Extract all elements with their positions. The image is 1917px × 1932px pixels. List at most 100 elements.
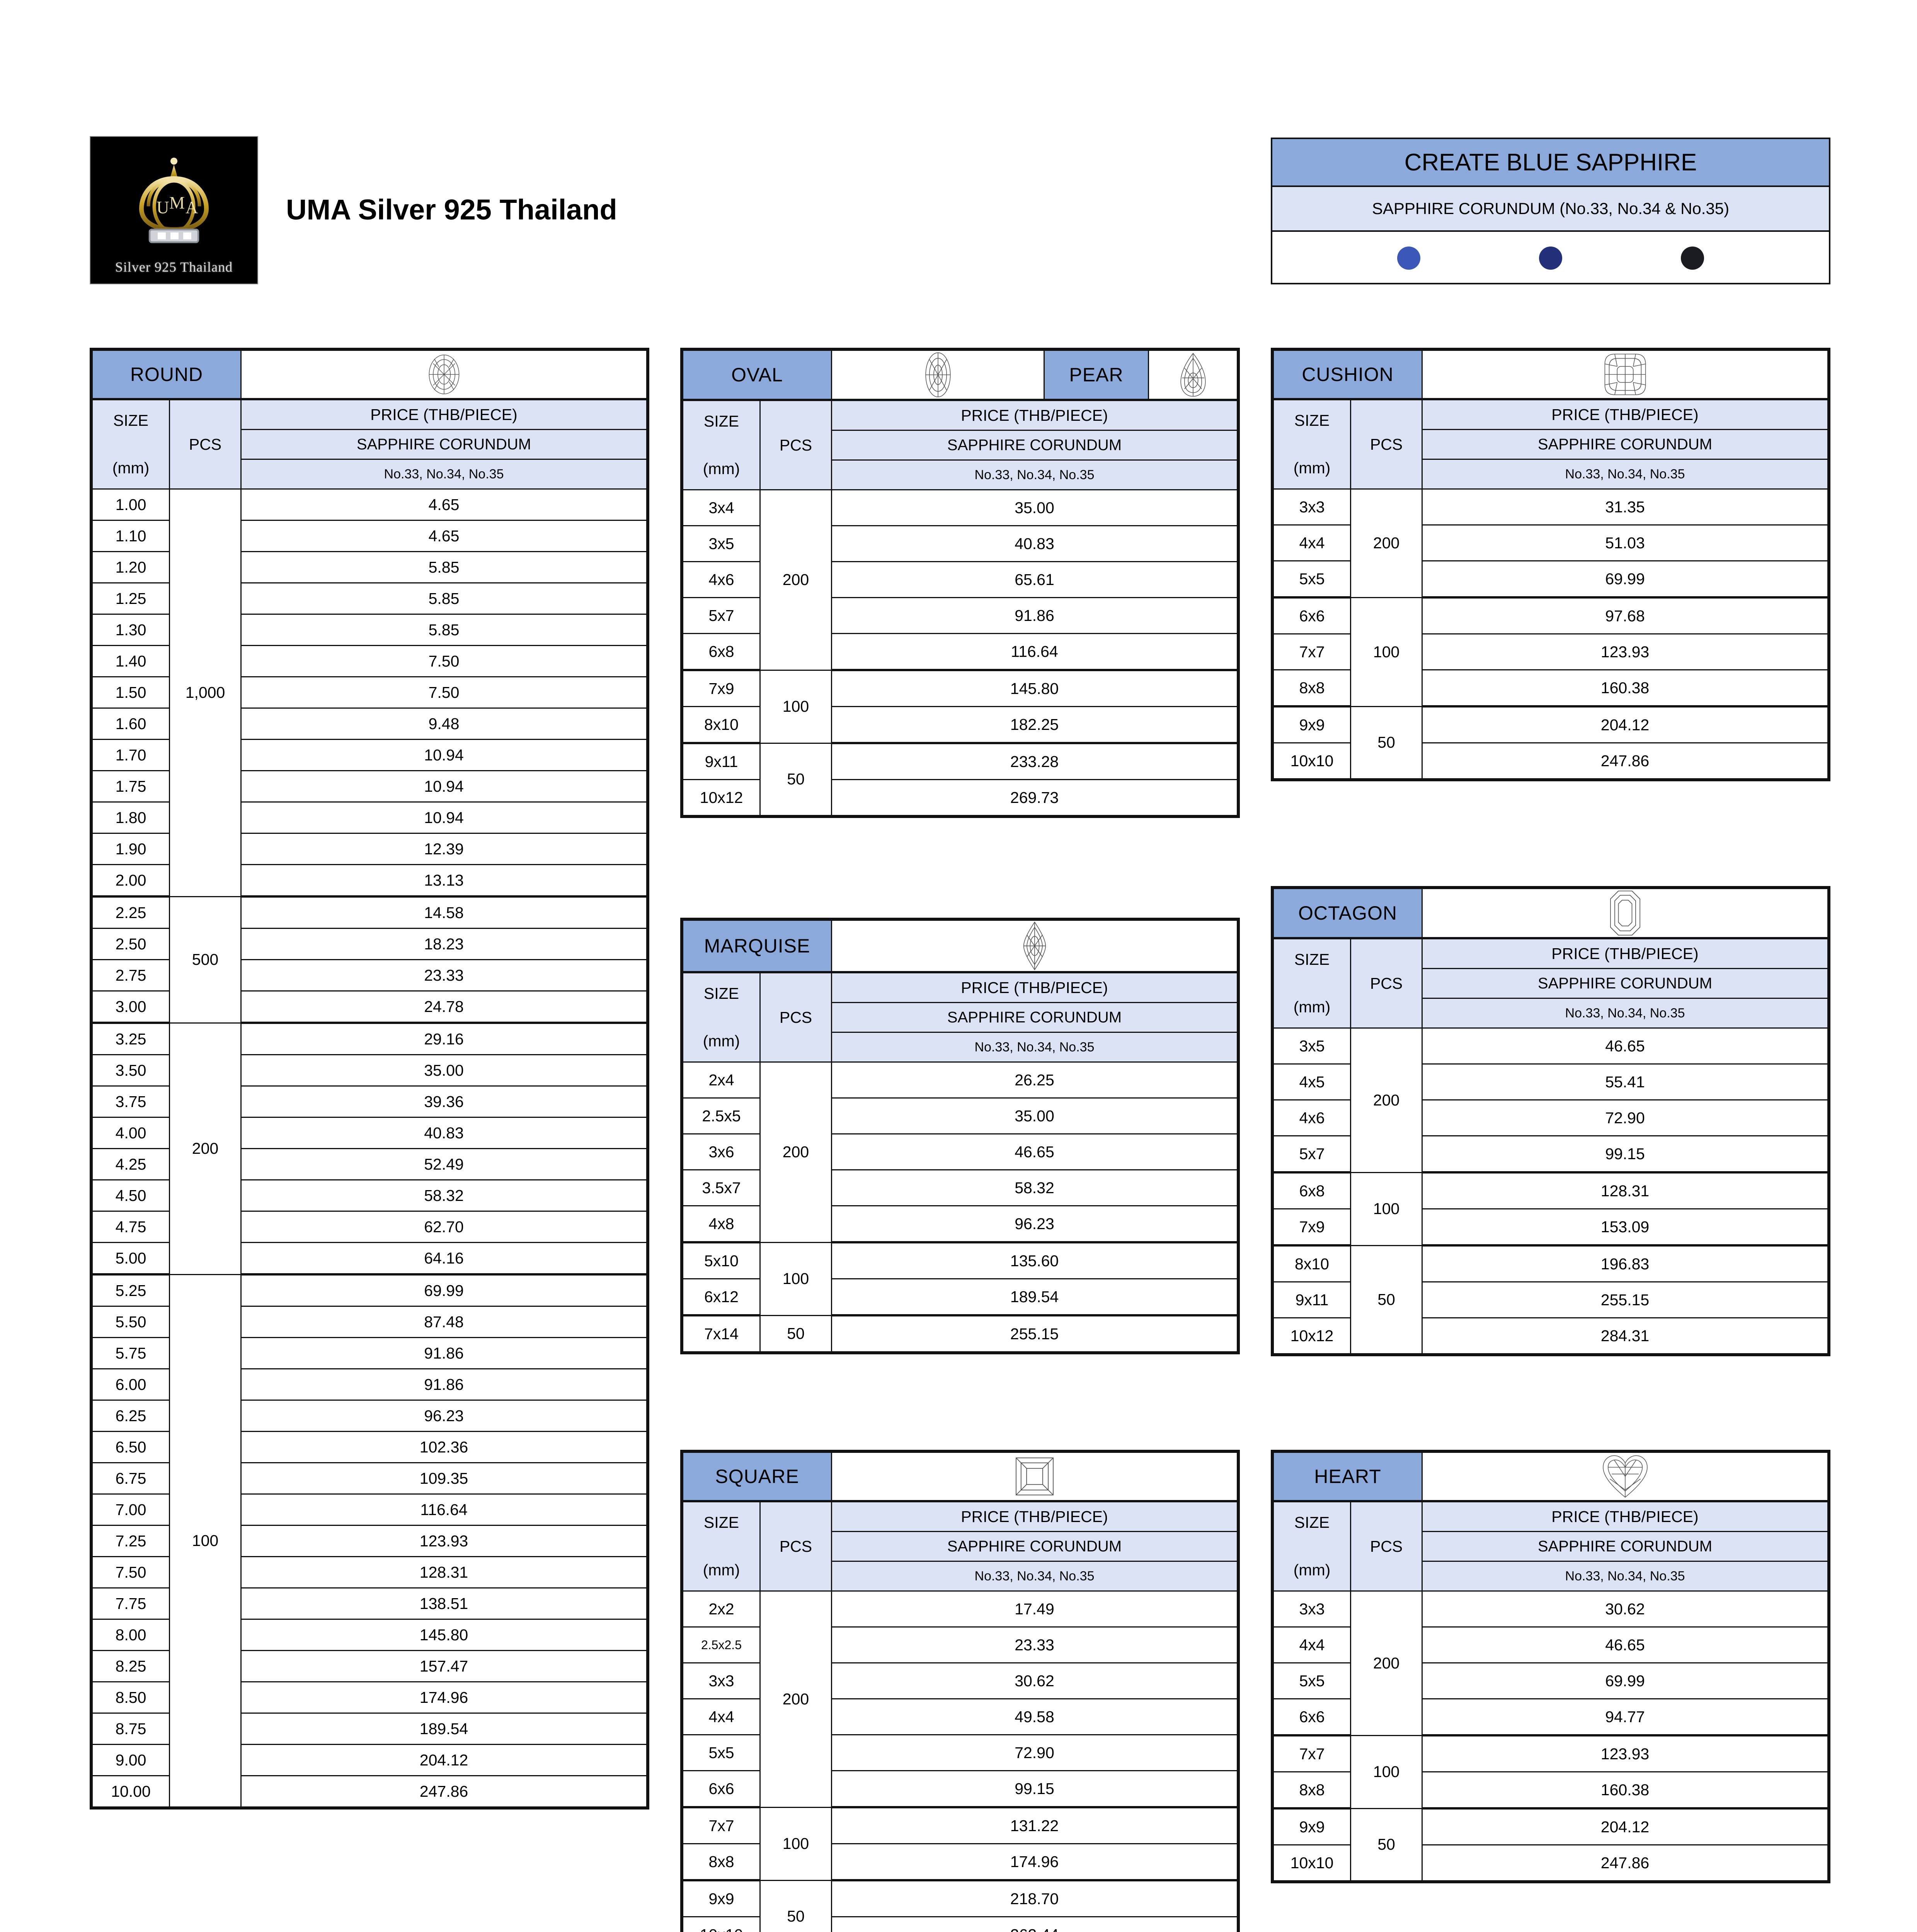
cell-size: 4x4 xyxy=(1273,1626,1351,1663)
table-row: 7x7 100 123.93 xyxy=(1273,1735,1828,1809)
cell-size: 8x10 xyxy=(1273,1245,1351,1282)
gem-swatch-no35 xyxy=(1680,247,1704,270)
table-row: 5.75 91.86 xyxy=(92,1337,647,1369)
cell-size: 5.25 xyxy=(92,1274,170,1307)
table-row: 7.50 128.31 xyxy=(92,1556,647,1588)
table-row: 2.5x5 35.00 xyxy=(682,1097,1238,1134)
shape-title: SQUARE xyxy=(682,1452,833,1501)
table-row: 2x4 200 26.25 xyxy=(682,1061,1238,1243)
col-header-size: SIZE (mm) xyxy=(682,1501,761,1592)
cell-size: 3.50 xyxy=(92,1054,170,1087)
col-header-price: PRICE (THB/PIECE) xyxy=(240,399,647,430)
cell-size: 2.25 xyxy=(92,896,170,929)
table-row: 5x10 100 135.60 xyxy=(682,1242,1238,1316)
cell-price: 182.25 xyxy=(831,706,1238,744)
table-row: 6x6 100 97.68 xyxy=(1273,597,1828,707)
cell-pcs: 50 xyxy=(759,1315,832,1352)
cell-price: 102.36 xyxy=(240,1431,647,1463)
cell-price: 40.83 xyxy=(831,525,1238,562)
cell-pcs: 200 xyxy=(169,1022,242,1275)
table-row: 10x10 247.86 xyxy=(1273,742,1828,779)
cell-pcs: 100 xyxy=(1350,1172,1423,1246)
shape-title: HEART xyxy=(1273,1452,1423,1501)
cell-size: 1.70 xyxy=(92,739,170,771)
cell-price: 23.33 xyxy=(831,1626,1238,1663)
cell-size: 8.50 xyxy=(92,1681,170,1714)
cell-price: 26.25 xyxy=(831,1061,1238,1099)
cell-price: 96.23 xyxy=(240,1400,647,1432)
col-header-corundum: SAPPHIRE CORUNDUM xyxy=(1422,968,1828,999)
cell-price: 29.16 xyxy=(240,1022,647,1055)
price-table-marquise: MARQUISE SIZE (mm) PCS PRICE (THB/PIECE) … xyxy=(680,918,1240,1354)
cell-size: 5x10 xyxy=(682,1242,761,1279)
cell-price: 135.60 xyxy=(831,1242,1238,1279)
table-row: 8.75 189.54 xyxy=(92,1713,647,1745)
shape-title: ROUND xyxy=(91,350,242,399)
cell-price: 196.83 xyxy=(1422,1245,1828,1282)
table-row: 4.00 40.83 xyxy=(92,1117,647,1149)
cell-price: 99.15 xyxy=(1422,1135,1828,1173)
octagon-gem-icon xyxy=(1422,888,1828,938)
col-header-corundum: SAPPHIRE CORUNDUM xyxy=(831,1002,1238,1033)
cell-price: 157.47 xyxy=(240,1650,647,1682)
cell-size: 8x8 xyxy=(682,1843,761,1881)
cell-price: 262.44 xyxy=(831,1916,1238,1932)
table-row: 6.75 109.35 xyxy=(92,1462,647,1495)
col-header-corundum: SAPPHIRE CORUNDUM xyxy=(831,430,1238,461)
cell-size: 7.50 xyxy=(92,1556,170,1588)
cell-size: 10x10 xyxy=(1273,742,1351,779)
cell-size: 2.5x5 xyxy=(682,1097,761,1134)
cell-size: 6.25 xyxy=(92,1400,170,1432)
table-row: 8.00 145.80 xyxy=(92,1619,647,1651)
table-row: 1.10 4.65 xyxy=(92,520,647,552)
table-row: 7x7 100 131.22 xyxy=(682,1806,1238,1881)
cell-price: 131.22 xyxy=(831,1806,1238,1844)
cell-size: 9x9 xyxy=(1273,706,1351,743)
cell-price: 91.86 xyxy=(240,1368,647,1401)
table-row: 8.50 174.96 xyxy=(92,1681,647,1714)
cell-size: 3x5 xyxy=(682,525,761,562)
cell-price: 46.65 xyxy=(831,1133,1238,1170)
table-row: 5x5 69.99 xyxy=(1273,560,1828,599)
cell-pcs: 200 xyxy=(1350,1590,1423,1736)
cell-pcs: 50 xyxy=(1350,706,1423,779)
table-row: 3x5 200 46.65 xyxy=(1273,1027,1828,1173)
cell-size: 1.10 xyxy=(92,520,170,552)
col-header-pcs: PCS xyxy=(1350,1501,1423,1592)
cell-pcs: 200 xyxy=(759,1590,832,1808)
cell-price: 5.85 xyxy=(240,582,647,615)
cell-price: 46.65 xyxy=(1422,1027,1828,1065)
col-header-grades: No.33, No.34, No.35 xyxy=(831,1032,1238,1063)
col-header-grades: No.33, No.34, No.35 xyxy=(240,459,647,490)
cell-pcs: 200 xyxy=(759,489,832,671)
table-row: 1.50 7.50 xyxy=(92,676,647,709)
table-row: 2.00 13.13 xyxy=(92,864,647,898)
cell-size: 7x7 xyxy=(682,1806,761,1844)
cell-pcs: 200 xyxy=(1350,488,1423,598)
table-row: 8x8 160.38 xyxy=(1273,669,1828,707)
cell-size: 4.50 xyxy=(92,1179,170,1212)
cell-size: 9.00 xyxy=(92,1744,170,1776)
cell-price: 69.99 xyxy=(240,1274,647,1307)
cell-pcs: 100 xyxy=(169,1274,242,1808)
cell-size: 7x9 xyxy=(682,669,761,707)
cell-price: 18.23 xyxy=(240,928,647,960)
cell-price: 35.00 xyxy=(240,1054,647,1087)
gem-swatch-no34 xyxy=(1539,247,1562,270)
cushion-gem-icon xyxy=(1422,350,1828,399)
col-header-price: PRICE (THB/PIECE) xyxy=(831,400,1238,431)
cell-size: 1.80 xyxy=(92,801,170,834)
cell-size: 3.25 xyxy=(92,1022,170,1055)
cell-pcs: 50 xyxy=(1350,1245,1423,1354)
table-row: 3x4 200 35.00 xyxy=(682,489,1238,671)
col-header-pcs: PCS xyxy=(1350,938,1423,1029)
table-row: 1.75 10.94 xyxy=(92,770,647,803)
cell-size: 7x9 xyxy=(1273,1208,1351,1247)
cell-price: 4.65 xyxy=(240,488,647,521)
table-row: 4x4 49.58 xyxy=(682,1698,1238,1735)
table-row: 7x9 153.09 xyxy=(1273,1208,1828,1247)
cell-price: 5.85 xyxy=(240,614,647,646)
cell-price: 99.15 xyxy=(831,1770,1238,1808)
cell-price: 30.62 xyxy=(1422,1590,1828,1628)
cell-price: 49.58 xyxy=(831,1698,1238,1735)
